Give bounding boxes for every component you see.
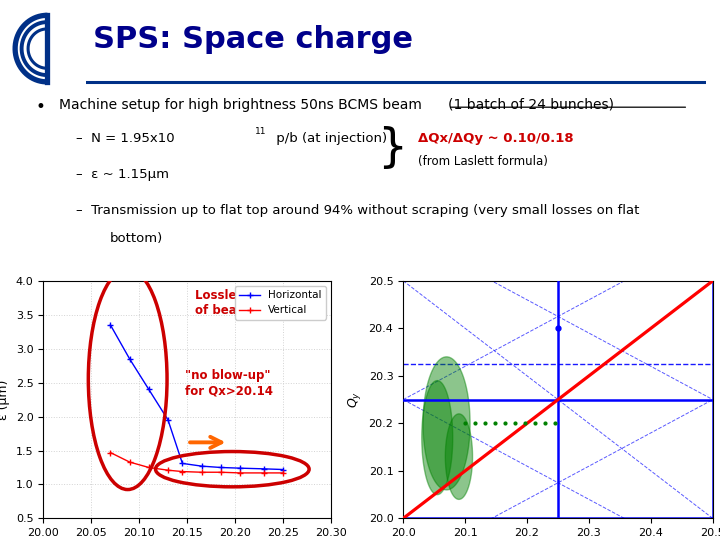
Y-axis label: $Q_y$: $Q_y$ [346, 391, 363, 408]
Horizontal [125, 356, 134, 362]
Text: •: • [35, 98, 45, 116]
Horizontal [260, 465, 269, 472]
Text: –  N = 1.95x10: – N = 1.95x10 [76, 132, 174, 145]
Text: Machine setup for high brightness 50ns BCMS beam: Machine setup for high brightness 50ns B… [59, 98, 426, 112]
Polygon shape [422, 381, 453, 495]
Text: –  Transmission up to flat top around 94% without scraping (very small losses on: – Transmission up to flat top around 94%… [76, 204, 639, 217]
Vertical [125, 459, 134, 465]
Vertical [235, 470, 244, 476]
Polygon shape [445, 414, 472, 500]
Vertical [217, 469, 225, 476]
Vertical [260, 470, 269, 476]
Line: Horizontal: Horizontal [107, 321, 287, 473]
Polygon shape [423, 357, 470, 490]
Text: –  ε ~ 1.15μm: – ε ~ 1.15μm [76, 167, 168, 181]
Text: p/b (at injection): p/b (at injection) [272, 132, 387, 145]
Horizontal [279, 466, 287, 472]
Text: SPS: Space charge: SPS: Space charge [93, 25, 413, 54]
Vertical [106, 449, 114, 456]
Text: (from Laslett formula): (from Laslett formula) [418, 156, 547, 168]
Horizontal [235, 465, 244, 471]
Horizontal [178, 460, 186, 467]
Horizontal [217, 464, 225, 471]
Legend: Horizontal, Vertical: Horizontal, Vertical [235, 286, 326, 320]
Text: "no blow-up"
for Qx>20.14: "no blow-up" for Qx>20.14 [185, 369, 274, 397]
Horizontal [197, 463, 206, 469]
Text: bottom): bottom) [109, 232, 163, 245]
Horizontal [106, 322, 114, 328]
Vertical [145, 464, 153, 471]
Vertical [163, 467, 172, 474]
Y-axis label: ε (μm): ε (μm) [0, 380, 10, 420]
Text: ΔQx/ΔQy ~ 0.10/0.18: ΔQx/ΔQy ~ 0.10/0.18 [418, 132, 573, 145]
Vertical [279, 470, 287, 476]
Vertical [178, 468, 186, 475]
Text: 11: 11 [255, 127, 266, 136]
Text: Lossless blow-up
of beam core: Lossless blow-up of beam core [195, 289, 307, 317]
Horizontal [163, 417, 172, 423]
Line: Vertical: Vertical [107, 449, 287, 476]
Text: }: } [377, 126, 407, 171]
Vertical [197, 469, 206, 476]
Horizontal [145, 386, 153, 393]
Text: (1 batch of 24 bunches): (1 batch of 24 bunches) [448, 98, 614, 112]
